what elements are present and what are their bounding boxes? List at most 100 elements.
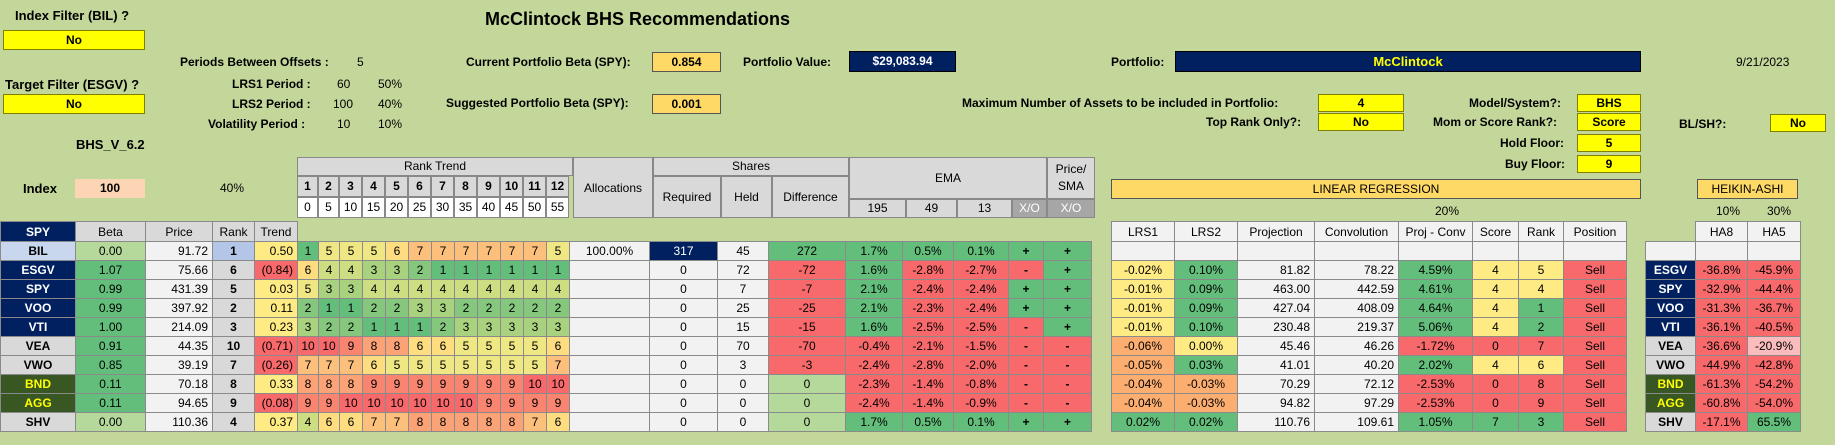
index-filter-value[interactable]: No <box>3 30 145 50</box>
row-ticker[interactable]: VEA <box>0 336 76 356</box>
row-ema-13: -2.4% <box>953 279 1009 299</box>
row-rank-trend-4: 10 <box>362 393 386 413</box>
row-held: 0 <box>717 374 769 394</box>
ha-ticker[interactable]: AGG <box>1645 393 1696 413</box>
row-proj-conv: 2.02% <box>1398 355 1473 375</box>
ha-ticker[interactable]: VWO <box>1645 355 1696 375</box>
ha-ticker[interactable]: VEA <box>1645 336 1696 356</box>
row-convolution: 442.59 <box>1314 279 1399 299</box>
col-proj-conv-header: Proj - Conv <box>1398 221 1473 242</box>
mom-score-value[interactable]: Score <box>1577 113 1641 131</box>
row-lrs1: -0.01% <box>1111 317 1175 337</box>
row-ema-49: -2.8% <box>902 260 954 280</box>
lrs1-pct[interactable]: 50% <box>378 77 403 91</box>
row-ticker[interactable]: ESGV <box>0 260 76 280</box>
row-ha8: -32.9% <box>1695 279 1748 299</box>
target-filter-value[interactable]: No <box>3 94 145 114</box>
col-beta-header: Beta <box>75 221 146 242</box>
model-label: Model/System?: <box>1469 96 1562 110</box>
row-rank: 1 <box>212 241 255 261</box>
row-rank-trend-11: 3 <box>523 317 547 337</box>
ema-header: EMA <box>849 157 1047 199</box>
ha-ticker[interactable]: BND <box>1645 374 1696 394</box>
linear-regression-table: LRS1 LRS2 Projection Convolution Proj - Conv… <box>1111 221 1627 432</box>
rank-trend-col-8: 8 <box>454 176 477 197</box>
ha-ticker[interactable]: SPY <box>1645 279 1696 299</box>
row-ticker[interactable]: BND <box>0 374 76 394</box>
rank-trend-offset-7: 30 <box>431 197 454 218</box>
row-rank: 8 <box>212 374 255 394</box>
col-ticker-header: SPY <box>0 221 76 242</box>
row-ema-13: 0.1% <box>953 241 1009 261</box>
top-rank-value[interactable]: No <box>1318 113 1404 131</box>
index-value[interactable]: 100 <box>75 179 145 198</box>
max-assets-value[interactable]: 4 <box>1318 94 1404 112</box>
row-rank-trend-12: 5 <box>546 241 570 261</box>
row-rank: 10 <box>212 336 255 356</box>
col-ha8-header: HA8 <box>1695 221 1748 242</box>
row-ticker[interactable]: BIL <box>0 241 76 261</box>
col-lr-rank-header: Rank <box>1518 221 1564 242</box>
hold-floor-value[interactable]: 5 <box>1577 134 1641 152</box>
row-ticker[interactable]: AGG <box>0 393 76 413</box>
row-rank-trend-9: 4 <box>477 279 501 299</box>
row-proj-conv: -2.53% <box>1398 393 1473 413</box>
row-lr-rank: 3 <box>1518 412 1564 432</box>
row-held: 7 <box>717 279 769 299</box>
row-rank-trend-12: 9 <box>546 393 570 413</box>
row-required: 0 <box>649 260 718 280</box>
offsets-value[interactable]: 5 <box>357 55 364 69</box>
ha-ticker[interactable]: VOO <box>1645 298 1696 318</box>
row-lrs1: -0.02% <box>1111 260 1175 280</box>
current-beta-label: Current Portfolio Beta (SPY): <box>466 55 631 69</box>
ha-ticker[interactable]: ESGV <box>1645 260 1696 280</box>
ha8-weight: 10% <box>1716 204 1741 218</box>
row-lrs2: 0.10% <box>1174 317 1238 337</box>
row-rank-trend-7: 2 <box>431 317 455 337</box>
rank-trend-col-6: 6 <box>408 176 431 197</box>
row-allocation <box>569 374 650 394</box>
rank-trend-col-10: 10 <box>500 176 523 197</box>
portfolio-name[interactable]: McClintock <box>1175 51 1641 72</box>
vol-pct[interactable]: 10% <box>378 117 403 131</box>
rank-trend-offset-12: 55 <box>546 197 569 218</box>
row-ticker[interactable]: VWO <box>0 355 76 375</box>
row-rank-trend-7: 1 <box>431 260 455 280</box>
report-date: 9/21/2023 <box>1736 55 1790 69</box>
ha-ticker[interactable]: VTI <box>1645 317 1696 337</box>
blsh-value[interactable]: No <box>1770 114 1826 132</box>
row-ticker[interactable]: SHV <box>0 412 76 432</box>
row-ticker[interactable]: VTI <box>0 317 76 337</box>
row-difference: 0 <box>768 412 846 432</box>
row-ha8: -36.8% <box>1695 260 1748 280</box>
row-trend: 0.23 <box>254 317 298 337</box>
col-price-header: Price <box>145 221 213 242</box>
row-rank-trend-9: 8 <box>477 412 501 432</box>
row-rank-trend-2: 10 <box>318 336 340 356</box>
row-allocation <box>569 393 650 413</box>
row-lr-rank: 7 <box>1518 336 1564 356</box>
row-ticker[interactable]: VOO <box>0 298 76 318</box>
index-filter-label: Index Filter (BIL) ? <box>15 8 130 23</box>
table-row: BND 0.11 70.18 8 0.33 8 8 8 9 9 9 9 9 9 9 10 10 0 0 0 -2.3% -… <box>0 374 1092 394</box>
row-rank-trend-5: 8 <box>385 336 409 356</box>
col-lrs2-header: LRS2 <box>1174 221 1238 242</box>
row-lrs2 <box>1174 241 1238 261</box>
row-ticker[interactable]: SPY <box>0 279 76 299</box>
row-projection: 41.01 <box>1237 355 1315 375</box>
buy-floor-value[interactable]: 9 <box>1577 155 1641 173</box>
row-rank-trend-7: 6 <box>431 336 455 356</box>
model-value[interactable]: BHS <box>1577 94 1641 112</box>
row-position: Sell <box>1563 393 1627 413</box>
row-score: 0 <box>1472 336 1519 356</box>
lrs2-value[interactable]: 100 <box>333 97 354 111</box>
lrs1-value[interactable]: 60 <box>337 77 351 91</box>
row-ema-49: -2.5% <box>902 317 954 337</box>
lrs2-pct[interactable]: 40% <box>378 97 403 111</box>
row-position: Sell <box>1563 412 1627 432</box>
ha-ticker[interactable]: SHV <box>1645 412 1696 432</box>
vol-value[interactable]: 10 <box>337 117 351 131</box>
row-rank-trend-8: 5 <box>454 336 478 356</box>
row-lrs2: -0.03% <box>1174 374 1238 394</box>
version-label: BHS_V_6.2 <box>76 137 145 152</box>
